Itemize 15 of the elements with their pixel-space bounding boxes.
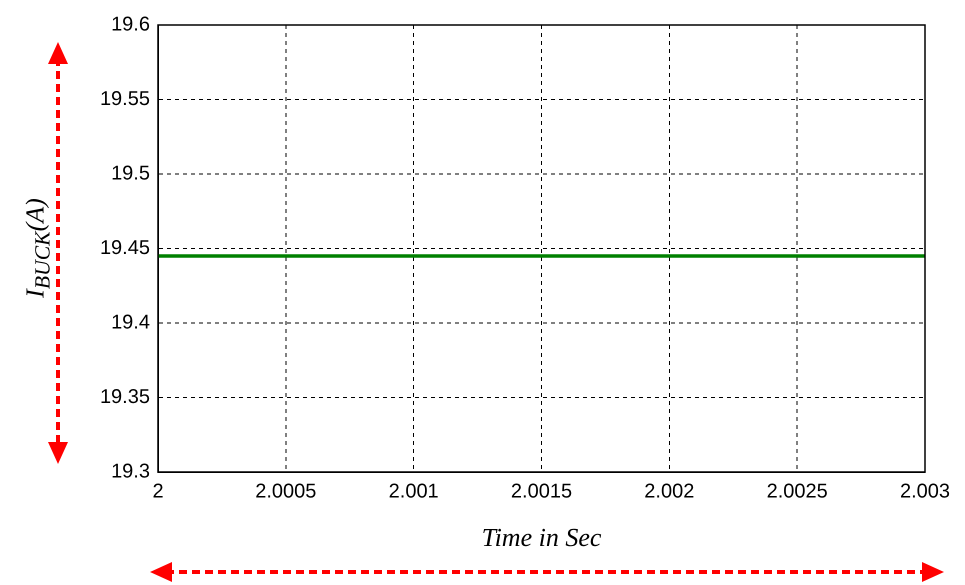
- y-tick-label: 19.3: [111, 460, 150, 483]
- x-tick-label: 2: [152, 480, 164, 503]
- x-tick-label: 2.002: [644, 480, 694, 503]
- y-tick-label: 19.45: [100, 237, 150, 260]
- y-tick-label: 19.5: [111, 162, 150, 185]
- x-axis-title: Time in Sec: [482, 523, 602, 552]
- y-tick-label: 19.35: [100, 386, 150, 408]
- x-tick-label: 2.0005: [255, 480, 316, 503]
- y-tick-label: 19.6: [111, 14, 150, 36]
- x-tick-label: 2.001: [388, 480, 439, 503]
- x-tick-label: 2.0025: [766, 480, 828, 503]
- x-tick-label: 2.0015: [510, 480, 572, 503]
- y-tick-label: 19.4: [111, 312, 150, 334]
- y-tick-label: 19.55: [100, 88, 150, 110]
- x-tick-label: 2.003: [900, 480, 950, 503]
